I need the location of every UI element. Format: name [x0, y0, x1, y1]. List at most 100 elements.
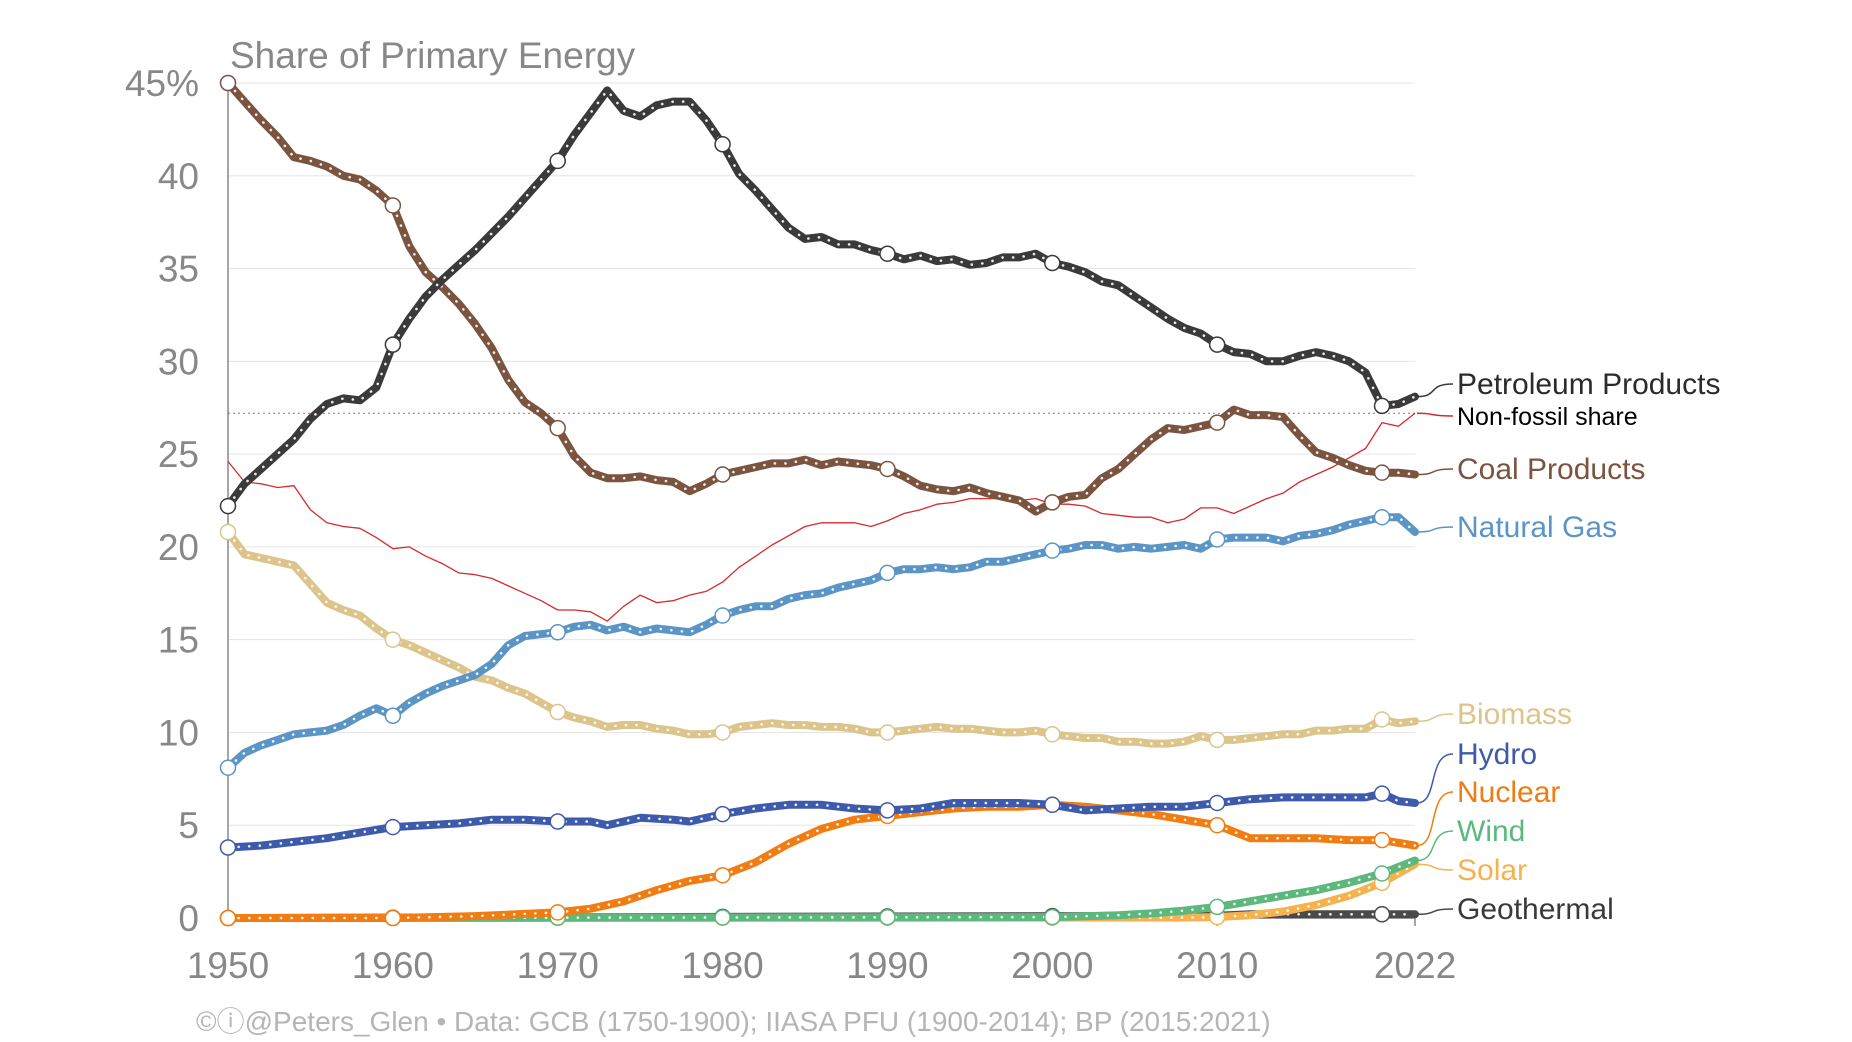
- x-tick-label: 1960: [352, 945, 434, 986]
- series-dots-coal: [226, 81, 1417, 514]
- decade-marker-hydro: [384, 818, 402, 836]
- decade-marker-hydro: [1373, 785, 1391, 802]
- grid-lines: [228, 82, 1415, 826]
- label-leader-nonfossil: [1416, 412, 1454, 417]
- decade-marker-petroleum: [714, 135, 731, 153]
- decade-marker-nuclear: [1208, 816, 1226, 834]
- label-leader-nuclear: [1416, 791, 1454, 847]
- decade-marker-hydro: [549, 813, 566, 830]
- decade-marker-biomass: [219, 523, 237, 541]
- series-line-nonfossil: [227, 412, 1416, 622]
- series-line-coal: [224, 79, 1419, 516]
- y-tick-label: 25: [158, 434, 199, 475]
- decade-marker-coal: [1208, 414, 1226, 431]
- series-dots-geothermal: [226, 913, 1417, 920]
- decade-marker-gas: [714, 607, 731, 624]
- label-leader-coal: [1416, 468, 1454, 476]
- decade-marker-petroleum: [879, 245, 896, 262]
- decade-marker-hydro: [714, 805, 731, 823]
- decade-marker-petroleum: [219, 497, 237, 515]
- decade-marker-coal: [219, 74, 237, 92]
- y-tick-label: 40: [158, 156, 199, 197]
- label-leader-solar: [1416, 863, 1454, 871]
- decade-marker-biomass: [1044, 726, 1061, 743]
- decade-marker-gas: [1044, 542, 1061, 559]
- decade-marker-hydro: [219, 839, 237, 856]
- series-label-nonfossil: Non-fossil share: [1457, 403, 1638, 431]
- y-tick-label: 15: [158, 620, 199, 661]
- y-tick-label: 10: [158, 712, 199, 753]
- series-dots-gas: [226, 515, 1417, 769]
- decade-marker-gas: [549, 623, 566, 641]
- series-label-biomass: Biomass: [1457, 698, 1572, 731]
- decade-marker-biomass: [1208, 731, 1226, 749]
- decade-marker-gas: [1373, 508, 1391, 526]
- decade-marker-wind: [1373, 865, 1391, 882]
- decade-marker-biomass: [384, 631, 402, 648]
- series-line-hydro: [224, 789, 1419, 852]
- y-tick-label: 45%: [125, 63, 199, 104]
- footer-credit: ©ⓘ@Peters_Glen • Data: GCB (1750-1900); …: [196, 1006, 1271, 1037]
- decade-marker-coal: [1373, 464, 1391, 481]
- x-tick-label: 1950: [187, 945, 269, 986]
- decade-marker-gas: [219, 759, 237, 776]
- y-tick-label: 5: [178, 805, 199, 846]
- x-axis-ticks: 1950 1960 1970 1980 1990 2000 2010 2022: [187, 918, 1456, 986]
- decade-marker-coal: [714, 466, 731, 483]
- label-leader-wind: [1416, 830, 1454, 862]
- series-label-geothermal: Geothermal: [1457, 893, 1614, 926]
- y-tick-label: 30: [158, 341, 199, 382]
- y-axis-ticks: 0 5 10 15 20 25 30 35 40 45%: [125, 63, 199, 939]
- x-tick-label: 2010: [1176, 945, 1258, 986]
- x-tick-label: 2022: [1374, 945, 1456, 986]
- series-line-solar: [224, 860, 1419, 922]
- decade-marker-coal: [1044, 494, 1061, 511]
- decade-marker-nuclear: [219, 909, 237, 927]
- label-leader-geothermal: [1416, 908, 1454, 916]
- x-tick-label: 1990: [846, 945, 928, 986]
- decade-marker-hydro: [1044, 796, 1061, 814]
- series-dots-hydro: [226, 792, 1417, 849]
- label-leader-gas: [1416, 526, 1454, 533]
- decade-marker-biomass: [1373, 711, 1391, 728]
- decade-marker-petroleum: [1373, 397, 1391, 415]
- series-dots-solar: [226, 862, 1417, 920]
- series-label-gas: Natural Gas: [1457, 511, 1617, 544]
- decade-marker-petroleum: [1044, 254, 1061, 272]
- decade-marker-coal: [549, 419, 566, 437]
- series-line-biomass: [224, 528, 1419, 748]
- series-dots-biomass: [226, 530, 1417, 745]
- decade-marker-wind: [714, 909, 731, 926]
- series-line-wind: [224, 856, 1419, 922]
- decade-marker-hydro: [879, 802, 896, 819]
- series-label-solar: Solar: [1457, 854, 1527, 887]
- decade-marker-hydro: [1208, 794, 1226, 812]
- series-line-petroleum: [224, 86, 1419, 511]
- series-label-petroleum: Petroleum Products: [1457, 368, 1720, 401]
- y-tick-label: 0: [178, 898, 199, 939]
- chart-title: Share of Primary Energy: [230, 35, 636, 76]
- y-tick-label: 20: [158, 527, 199, 568]
- series-label-coal: Coal Products: [1457, 453, 1645, 486]
- decade-marker-biomass: [549, 703, 566, 721]
- x-tick-label: 1980: [681, 945, 763, 986]
- decade-marker-coal: [879, 460, 896, 478]
- decade-marker-nuclear: [714, 867, 731, 884]
- series-dots-petroleum: [226, 88, 1417, 508]
- decade-marker-gas: [1208, 531, 1226, 548]
- label-leader-hydro: [1416, 753, 1454, 804]
- series-labels: Petroleum Products Coal Products Natural G…: [1416, 368, 1720, 926]
- series-label-nuclear: Nuclear: [1457, 776, 1560, 809]
- decade-marker-gas: [879, 564, 896, 582]
- series-dots-wind: [226, 859, 1417, 920]
- decade-marker-coal: [384, 197, 402, 214]
- decade-marker-biomass: [714, 724, 731, 741]
- y-tick-label: 35: [158, 249, 199, 290]
- decade-marker-wind: [879, 909, 896, 926]
- label-leader-petroleum: [1416, 383, 1454, 398]
- series-lines: [219, 74, 1419, 927]
- decade-marker-wind: [1044, 908, 1061, 926]
- label-leader-biomass: [1416, 713, 1454, 723]
- decade-marker-geothermal: [1373, 906, 1391, 923]
